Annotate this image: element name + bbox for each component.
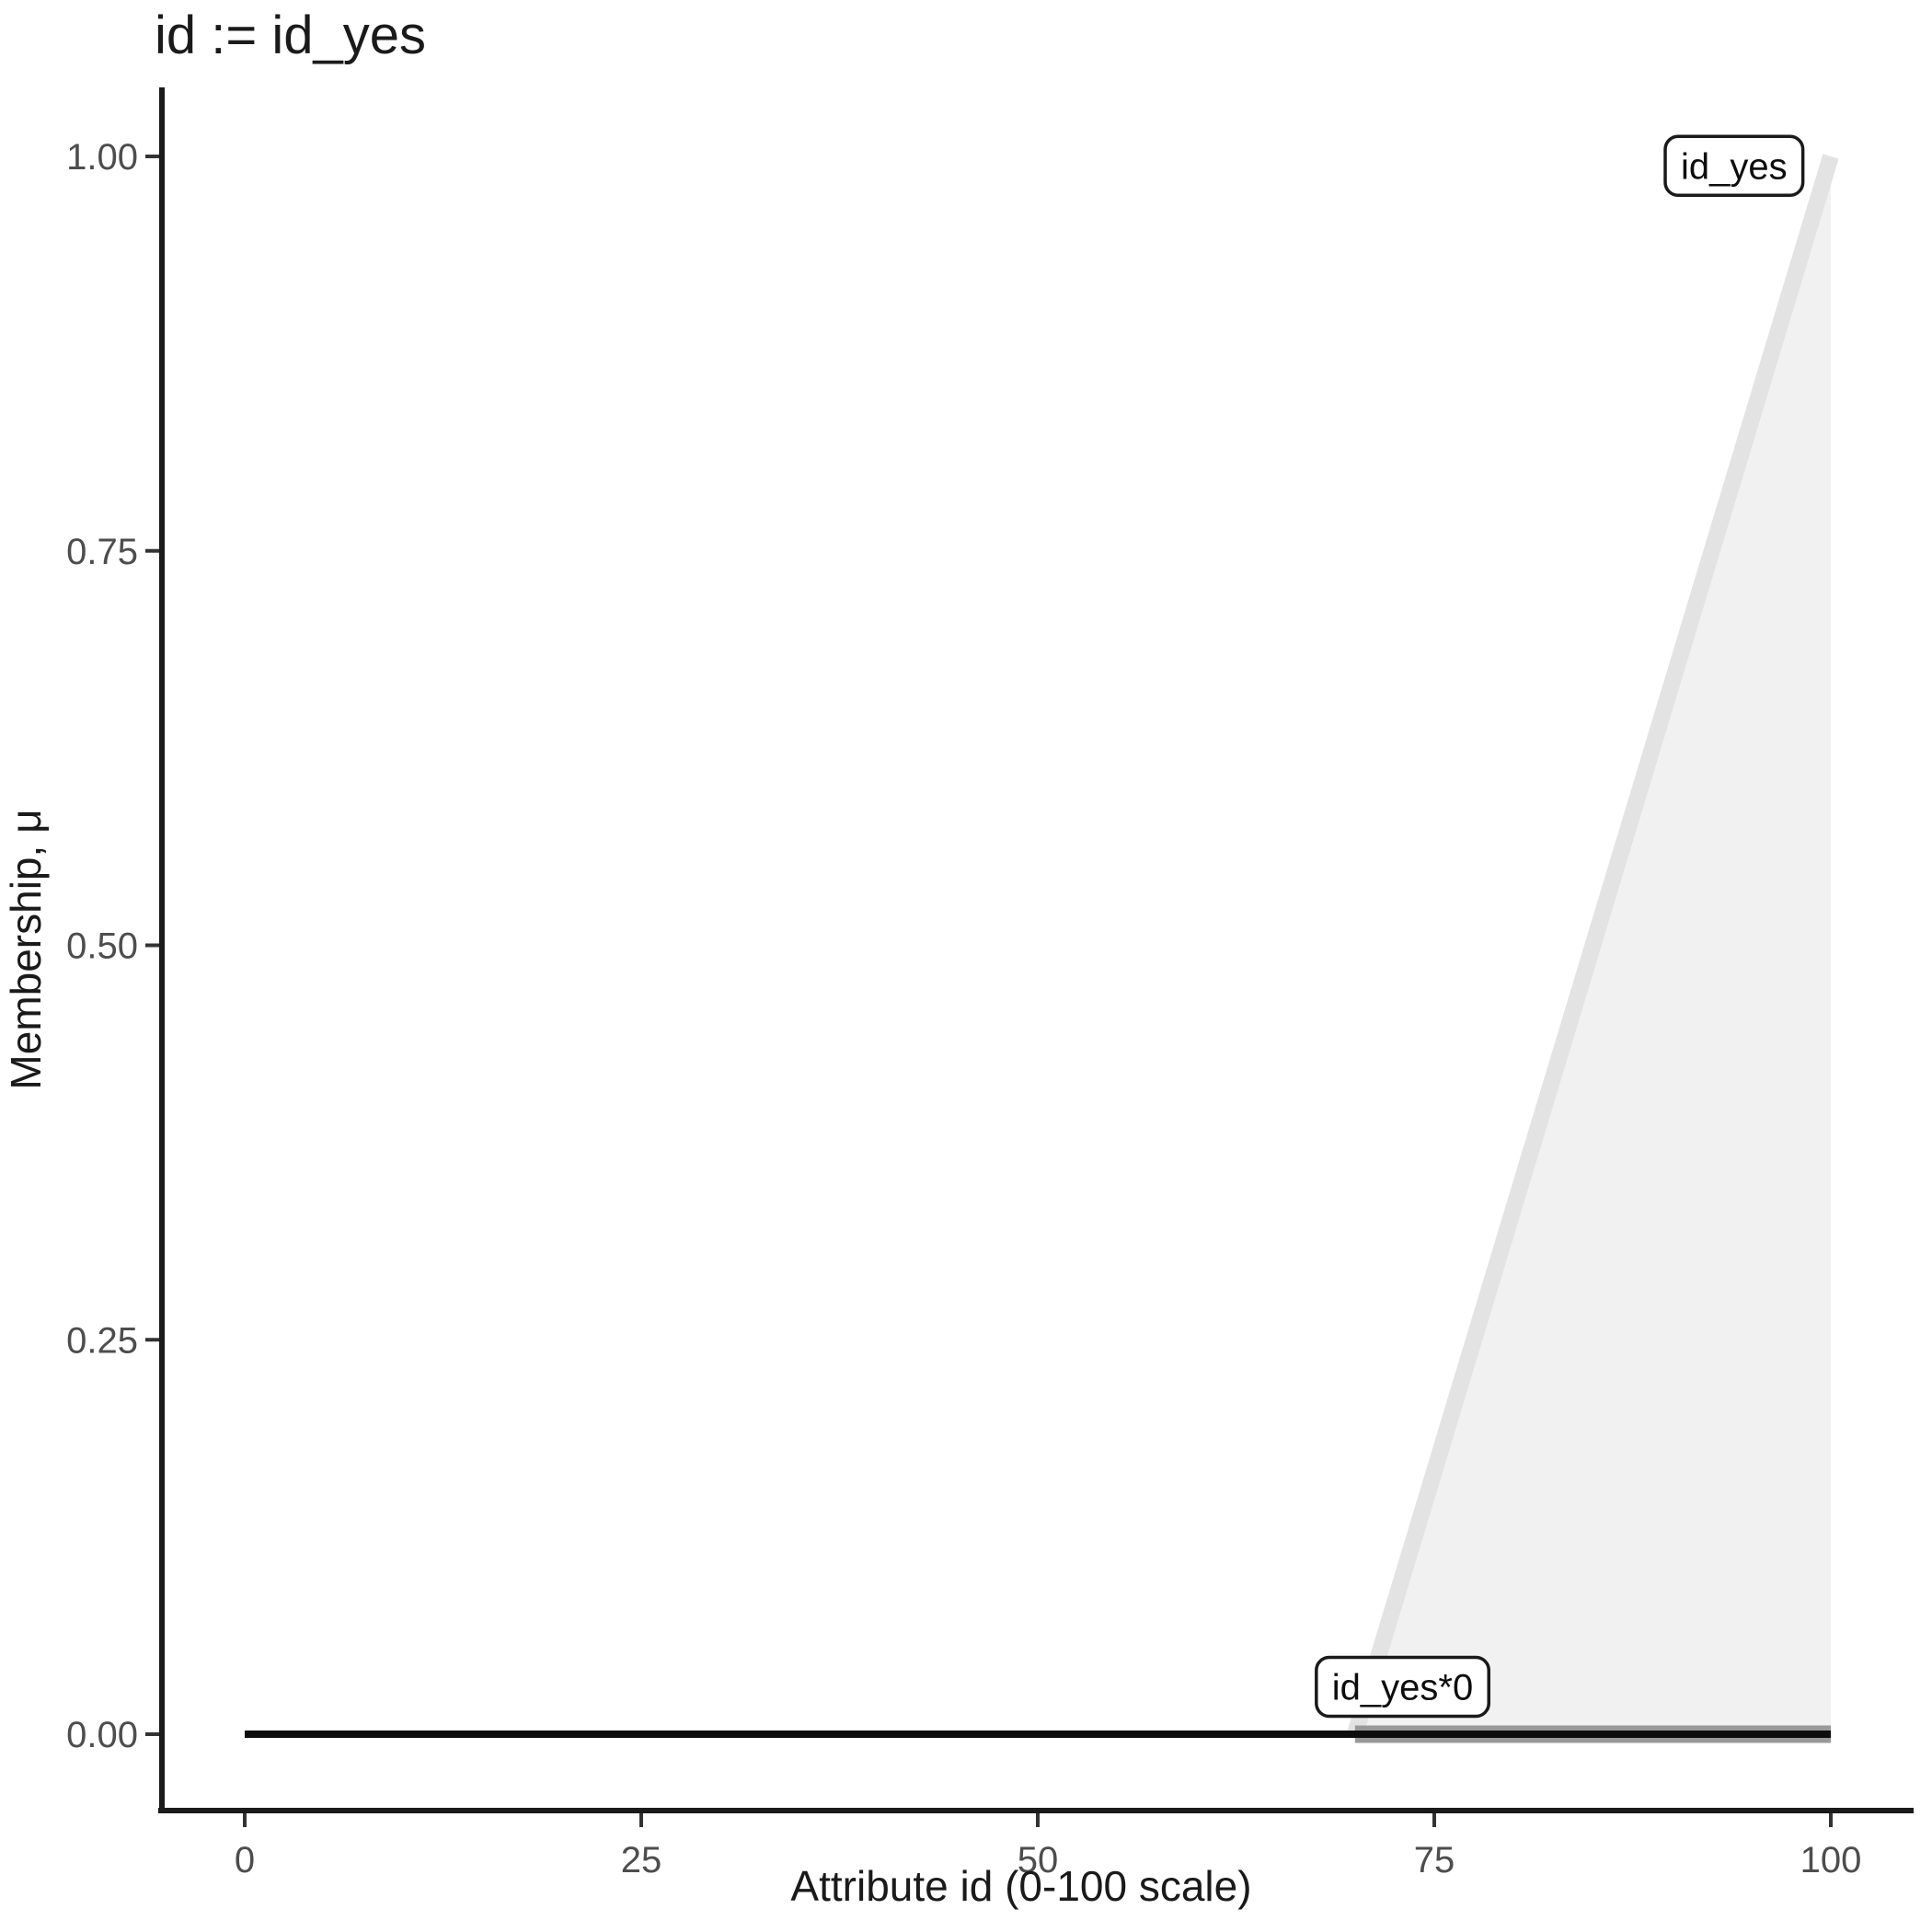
y-tick-label: 1.00	[66, 137, 138, 178]
annotation-box	[1663, 134, 1805, 198]
x-tick-label: 25	[621, 1840, 662, 1880]
series-line-id_yes	[1347, 154, 1839, 1737]
annotation-layer: id_yes id_yes*0	[1315, 134, 1805, 1719]
series-layer	[245, 154, 1839, 1743]
x-tick-label: 75	[1414, 1840, 1455, 1880]
y-tick-label: 0.00	[66, 1715, 138, 1755]
annotation-label: id_yes*0	[1332, 1668, 1473, 1708]
y-axis-title: Membership, μ	[2, 809, 50, 1089]
y-tick-label: 0.25	[66, 1320, 138, 1361]
annotation-id_yes: id_yes	[1663, 134, 1805, 198]
plot-title: id := id_yes	[155, 6, 426, 65]
axes-layer: 0 25 50 75 100 0.00 0.25 0.50 0.75 1.00	[66, 87, 1914, 1880]
annotation-id_yes*0: id_yes*0	[1315, 1655, 1490, 1719]
x-tick-label: 0	[235, 1840, 255, 1880]
x-axis-title: Attribute id (0-100 scale)	[790, 1862, 1251, 1910]
y-tick-label: 0.75	[66, 532, 138, 572]
annotation-box	[1315, 1655, 1490, 1719]
x-tick-label: 100	[1800, 1840, 1862, 1880]
annotation-label: id_yes	[1681, 146, 1788, 187]
x-tick-label: 50	[1018, 1840, 1059, 1880]
y-tick-label: 0.50	[66, 926, 138, 967]
